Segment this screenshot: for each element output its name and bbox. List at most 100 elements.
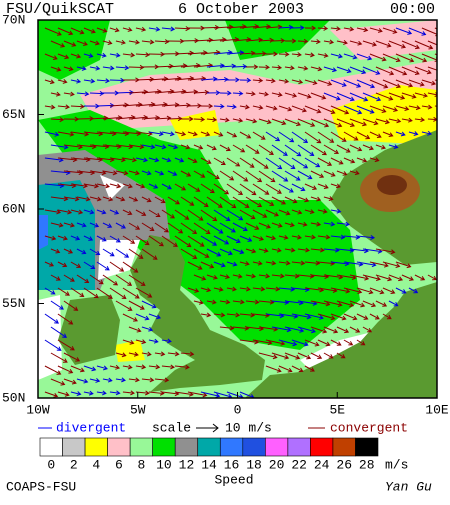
wind-arrow [284, 170, 301, 181]
wind-arrow [291, 131, 309, 144]
wind-arrow [206, 299, 217, 305]
wind-arrow [83, 235, 94, 241]
wind-arrow [102, 248, 115, 257]
wind-arrow [213, 235, 230, 245]
wind-arrow [96, 183, 110, 189]
wind-arrow [57, 209, 73, 215]
wind-arrow [219, 248, 233, 256]
wind-arrow [278, 339, 298, 347]
lat-label: 70N [2, 12, 25, 27]
wind-arrow [330, 105, 350, 115]
wind-arrow [395, 105, 410, 111]
wind-arrow [70, 235, 81, 241]
wind-arrow [349, 274, 370, 281]
wind-arrow [258, 248, 269, 253]
wind-arrow [388, 118, 402, 124]
speed-patch [38, 20, 110, 80]
wind-arrow [252, 105, 264, 110]
wind-arrow [226, 312, 241, 318]
wind-arrow [336, 144, 351, 153]
wind-arrow [369, 261, 389, 268]
wind-arrow [284, 273, 300, 279]
wind-arrow [271, 170, 289, 182]
wind-arrow [427, 66, 437, 71]
wind-arrow [362, 118, 379, 126]
wind-arrow [226, 104, 237, 110]
wind-arrow [265, 260, 277, 266]
wind-arrow [265, 209, 279, 217]
wind-arrow [193, 274, 207, 281]
wind-arrow [375, 118, 390, 125]
wind-arrow [382, 79, 401, 89]
wind-arrow [154, 222, 169, 233]
wind-arrow [401, 40, 420, 50]
color-box [332, 437, 356, 457]
wind-arrow [323, 144, 339, 154]
wind-arrow [122, 339, 135, 345]
lat-labels: 70N 65N 60N 55N 50N [2, 12, 44, 405]
wind-arrow [89, 274, 104, 285]
speed-patch [38, 110, 360, 350]
wind-arrow [44, 287, 56, 295]
wind-arrow [421, 79, 437, 86]
wind-arrow [278, 234, 289, 240]
wind-arrow [310, 118, 330, 128]
wind-arrow [135, 339, 147, 345]
wind-arrow [63, 222, 75, 228]
wind-arrow [115, 352, 127, 358]
wind-arrow [89, 115, 109, 121]
wind-arrow [76, 196, 91, 202]
wind-arrow [284, 92, 298, 98]
wind-arrow [291, 209, 303, 215]
wind-arrow [252, 131, 266, 140]
wind-arrow [356, 339, 366, 346]
wind-arrow [343, 339, 354, 346]
lon-label: 0 [234, 402, 242, 417]
wind-arrow [213, 312, 226, 318]
wind-arrow [200, 183, 215, 194]
wind-arrow [63, 352, 81, 362]
wind-arrow [200, 103, 214, 109]
wind-arrow [219, 196, 237, 209]
wind-arrow [76, 274, 90, 283]
wind-arrow [219, 170, 235, 181]
wind-arrow [375, 274, 393, 282]
wind-arrow [213, 183, 230, 195]
wind-arrow [284, 65, 295, 71]
map-area [38, 20, 437, 398]
terrain-peak [377, 175, 407, 195]
wind-arrow [408, 287, 419, 294]
wind-arrow [135, 183, 146, 189]
wind-arrow [83, 261, 96, 270]
wind-arrow [239, 131, 252, 139]
wind-arrow [330, 287, 351, 294]
wind-arrow [304, 79, 318, 85]
wind-arrow [245, 144, 260, 154]
wind-arrow [135, 364, 147, 370]
lat-label: 50N [2, 390, 25, 405]
wind-arrow [122, 183, 133, 189]
scale-value: 10 m/s [225, 420, 272, 435]
wind-arrow [135, 52, 151, 58]
wind-arrow [161, 157, 172, 163]
color-box [287, 437, 311, 457]
wind-arrow [414, 117, 426, 123]
wind-arrow [83, 390, 94, 396]
wind-arrow [122, 364, 133, 370]
wind-arrow [193, 144, 204, 150]
wind-arrow [408, 27, 427, 36]
wind-arrow [388, 300, 399, 307]
wind-arrow [76, 378, 89, 384]
wind-arrow [70, 391, 82, 397]
wind-arrow [44, 209, 62, 215]
wind-arrow [167, 222, 184, 234]
wind-arrow [414, 92, 428, 98]
wind-arrow [161, 183, 172, 190]
wind-arrow [356, 27, 369, 33]
wind-arrow [343, 313, 358, 321]
wind-arrow [258, 299, 275, 305]
wind-arrow [265, 365, 282, 373]
wind-arrow [343, 105, 363, 115]
wind-arrow [57, 235, 68, 241]
wind-arrow [297, 247, 310, 253]
